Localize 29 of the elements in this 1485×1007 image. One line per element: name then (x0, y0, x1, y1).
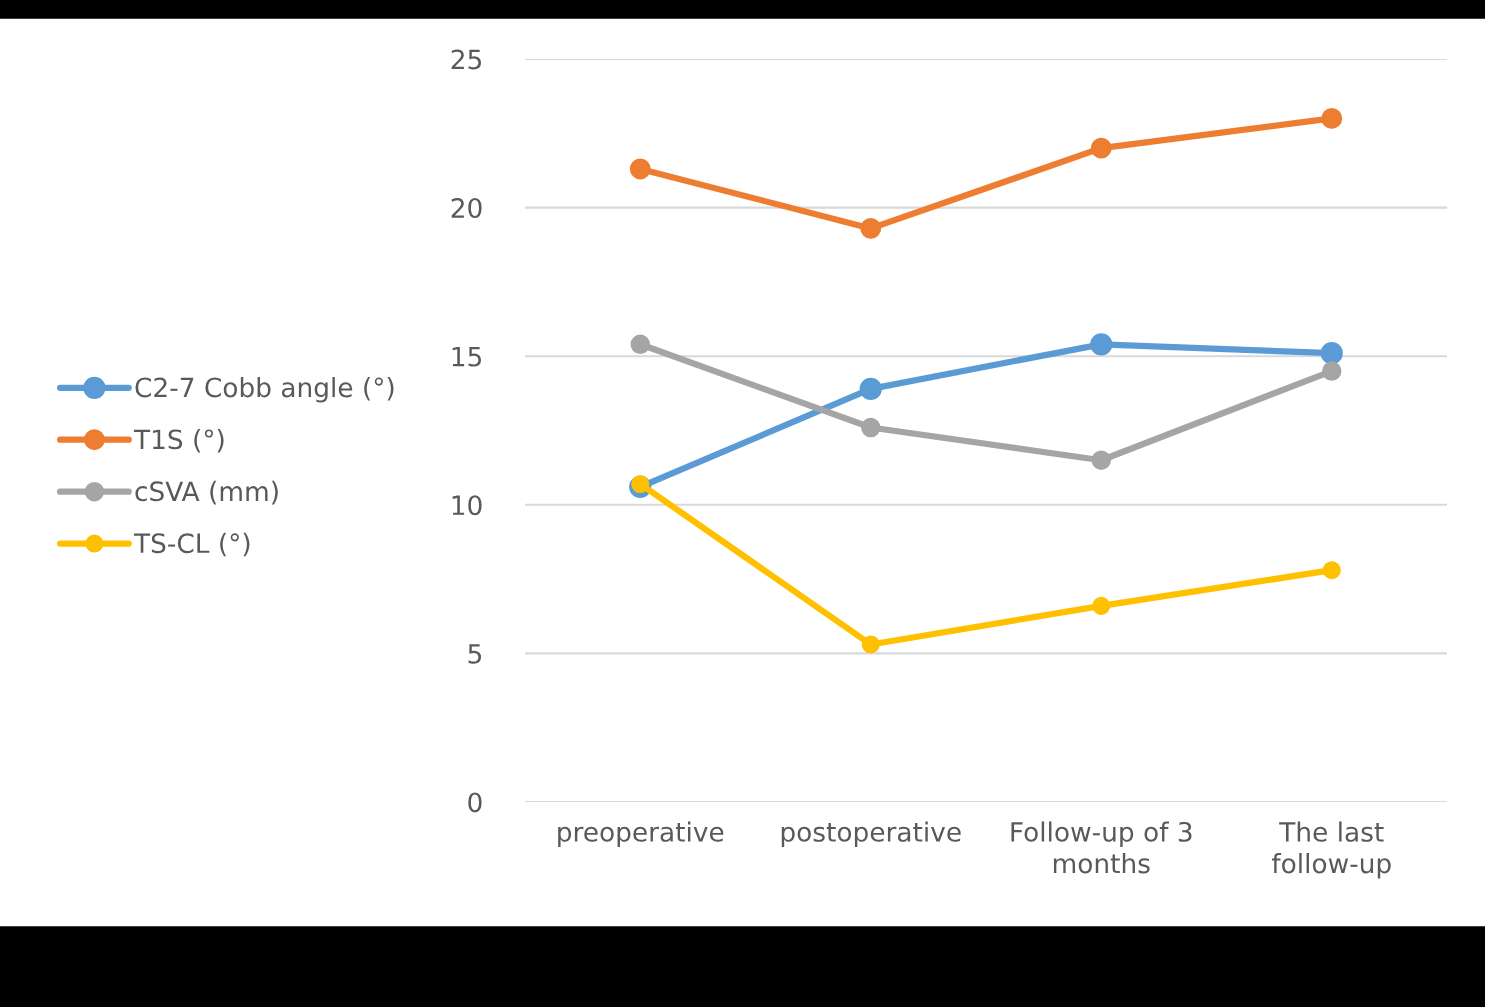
y-tick-label: 0 (468, 792, 482, 813)
y-tick-label: 20 (451, 198, 482, 218)
x-tick-label: The last follow-up (1271, 821, 1391, 879)
x-tick-label: postoperative (781, 821, 961, 847)
point (1090, 137, 1112, 159)
point (1092, 596, 1111, 615)
legend-label: T1S (°) (133, 428, 224, 453)
point (860, 217, 882, 239)
point (1322, 561, 1341, 580)
point (1322, 361, 1342, 381)
x-tick-label: Follow-up of 3 months (1011, 821, 1192, 874)
point (1091, 450, 1111, 470)
point (1320, 342, 1343, 365)
y-tick-label: 25 (451, 49, 482, 70)
point (631, 474, 650, 494)
legend-label: C2-7 Cobb angle (°) (135, 376, 394, 403)
point (861, 417, 881, 438)
y-tick-label: 15 (452, 346, 482, 367)
legend-label: cSVA (mm) (135, 480, 278, 505)
y-tick-label: 10 (452, 495, 482, 516)
y-tick-label: 5 (468, 644, 482, 664)
point (859, 377, 882, 401)
point (1321, 108, 1343, 129)
legend-label: TS-CL (°) (133, 532, 250, 557)
point (861, 635, 880, 654)
point (1090, 333, 1113, 356)
x-tick-label: preoperative (558, 821, 724, 847)
point (630, 334, 650, 355)
point (629, 158, 651, 180)
